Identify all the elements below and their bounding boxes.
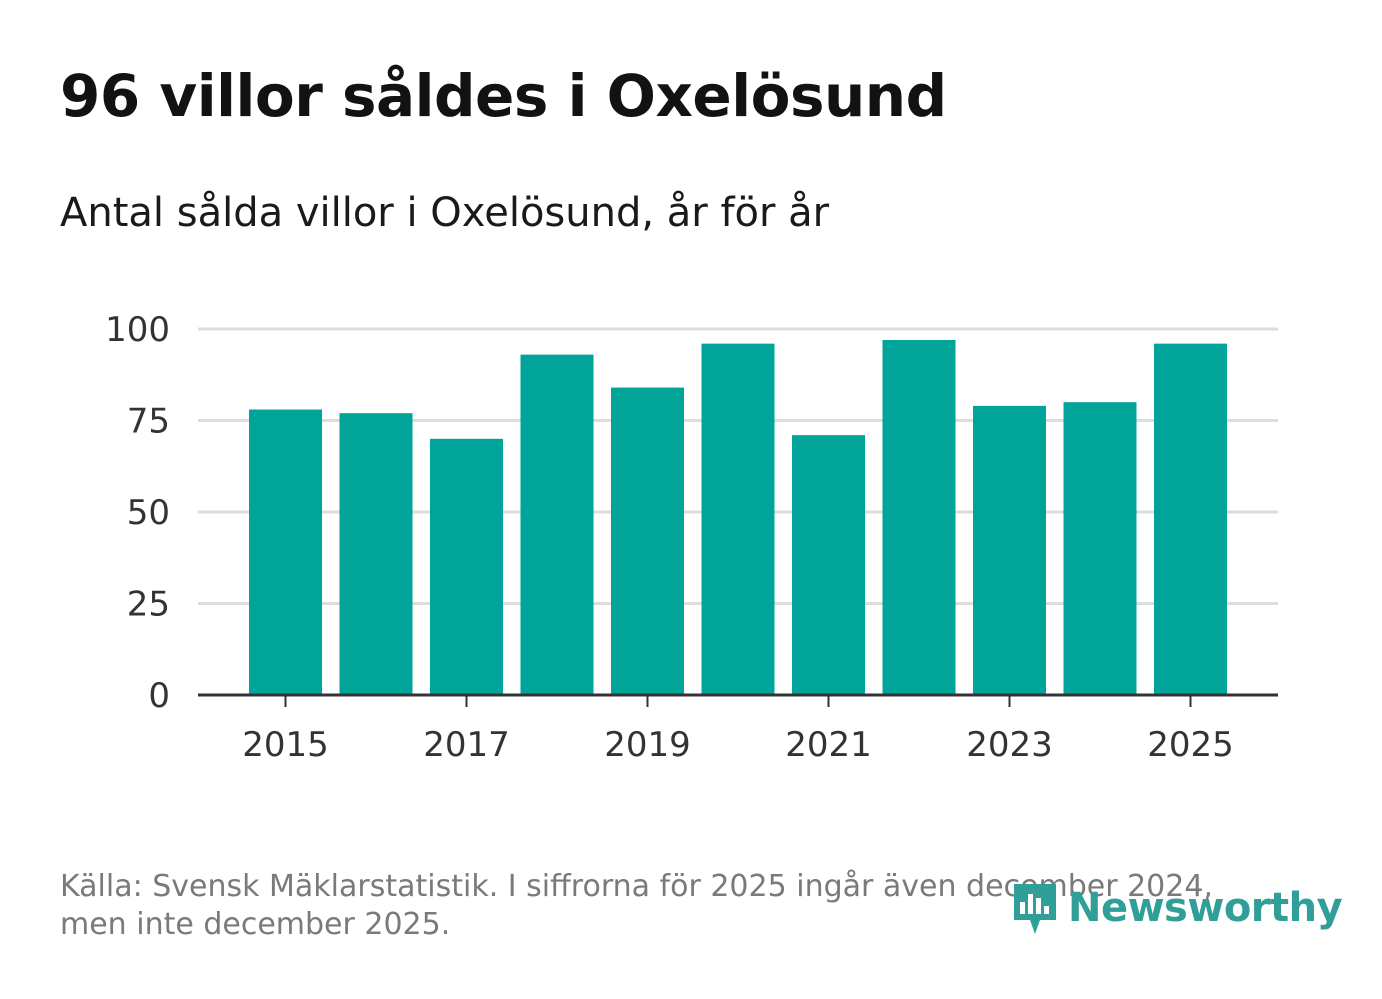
- y-tick-label: 0: [148, 676, 170, 716]
- chart-subtitle: Antal sålda villor i Oxelösund, år för å…: [60, 190, 830, 236]
- x-tick-label: 2025: [1147, 725, 1234, 765]
- x-tick-label: 2023: [966, 725, 1053, 765]
- bar-2019[interactable]: [611, 387, 684, 695]
- newsworthy-logo-icon: [1014, 884, 1056, 934]
- newsworthy-logo[interactable]: Newsworthy: [1010, 876, 1343, 940]
- bar-2023[interactable]: [973, 405, 1046, 695]
- bar-2016[interactable]: [339, 413, 413, 695]
- x-tick-label: 2015: [242, 725, 329, 765]
- y-tick-label: 100: [105, 310, 170, 350]
- bar-2017[interactable]: [430, 438, 503, 695]
- bar-2018[interactable]: [520, 354, 594, 695]
- source-line-2: men inte december 2025.: [60, 907, 451, 942]
- bar-2025[interactable]: [1154, 343, 1227, 695]
- y-tick-label: 50: [127, 493, 170, 533]
- chart-title: 96 villor såldes i Oxelösund: [60, 62, 947, 130]
- y-tick-label: 75: [127, 402, 170, 442]
- x-tick-label: 2017: [423, 725, 510, 765]
- bar-2022[interactable]: [882, 339, 956, 695]
- x-tick-label: 2019: [604, 725, 691, 765]
- bar-2015[interactable]: [249, 409, 322, 695]
- axes: 0 25 50 75 100 2015 2017 2019 2021 2023 2025: [105, 310, 1278, 765]
- bar-2021[interactable]: [792, 435, 865, 695]
- x-tick-label: 2021: [785, 725, 872, 765]
- bar-2024[interactable]: [1063, 402, 1137, 695]
- y-tick-label: 25: [127, 585, 170, 625]
- newsworthy-logo-text: Newsworthy: [1068, 885, 1343, 931]
- bar-2020[interactable]: [701, 343, 775, 695]
- bars: [249, 339, 1227, 695]
